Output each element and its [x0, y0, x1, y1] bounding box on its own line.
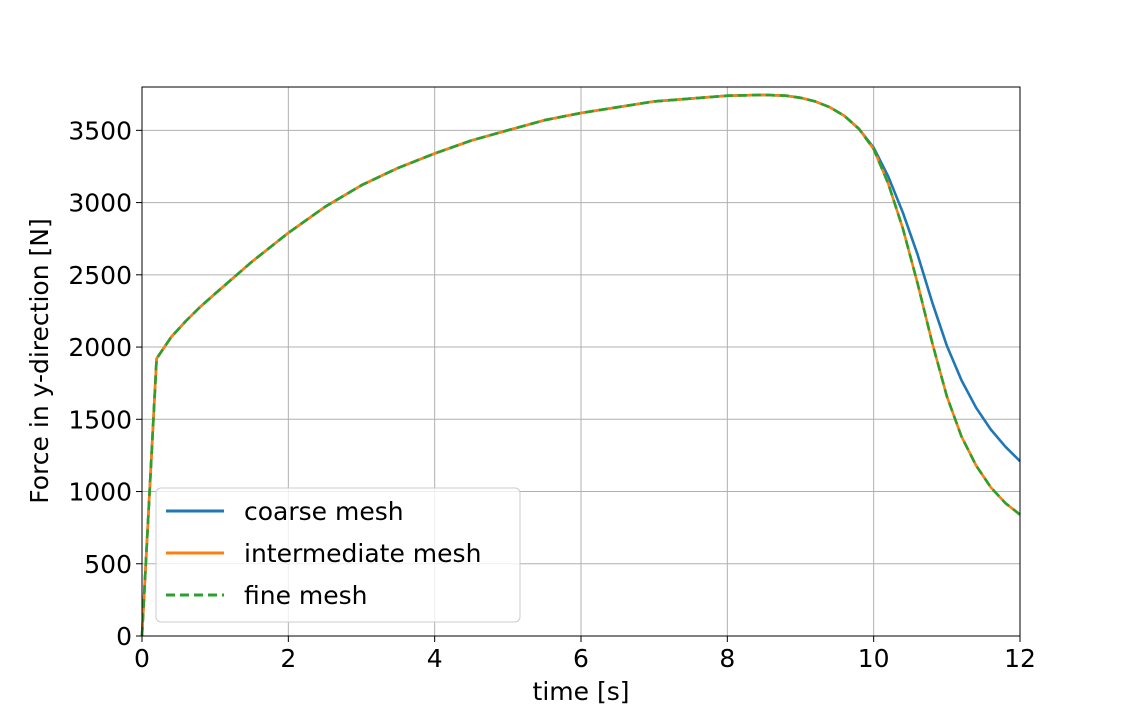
x-axis-ticks: 0 2 4 6 8 10 12 — [134, 636, 1036, 673]
series-layer — [140, 93, 1021, 637]
x-tick-label: 6 — [573, 644, 589, 673]
y-tick-label: 3500 — [68, 116, 132, 145]
y-tick-label: 2000 — [68, 333, 132, 362]
y-axis-label: Force in y-direction [N] — [25, 218, 54, 503]
legend-label-fine-mesh: fine mesh — [244, 581, 368, 610]
x-tick-label: 12 — [1004, 644, 1036, 673]
y-tick-label: 500 — [84, 550, 132, 579]
y-axis-ticks: 0 500 1000 1500 2000 2500 3000 3500 — [68, 116, 142, 651]
x-tick-label: 8 — [719, 644, 735, 673]
series-line-fine-mesh — [140, 93, 1021, 637]
y-tick-label: 0 — [116, 622, 132, 651]
x-tick-label: 0 — [134, 644, 150, 673]
x-tick-label: 10 — [858, 644, 890, 673]
y-tick-label: 3000 — [68, 189, 132, 218]
legend: coarse mesh intermediate mesh fine mesh — [155, 487, 521, 623]
y-tick-label: 1500 — [68, 405, 132, 434]
y-tick-label: 2500 — [68, 261, 132, 290]
legend-box — [155, 487, 521, 623]
y-tick-label: 1000 — [68, 478, 132, 507]
legend-label-coarse-mesh: coarse mesh — [244, 497, 404, 526]
x-axis-label: time [s] — [533, 677, 630, 706]
x-tick-label: 2 — [280, 644, 296, 673]
legend-label-intermediate-mesh: intermediate mesh — [244, 539, 481, 568]
x-tick-label: 4 — [427, 644, 443, 673]
